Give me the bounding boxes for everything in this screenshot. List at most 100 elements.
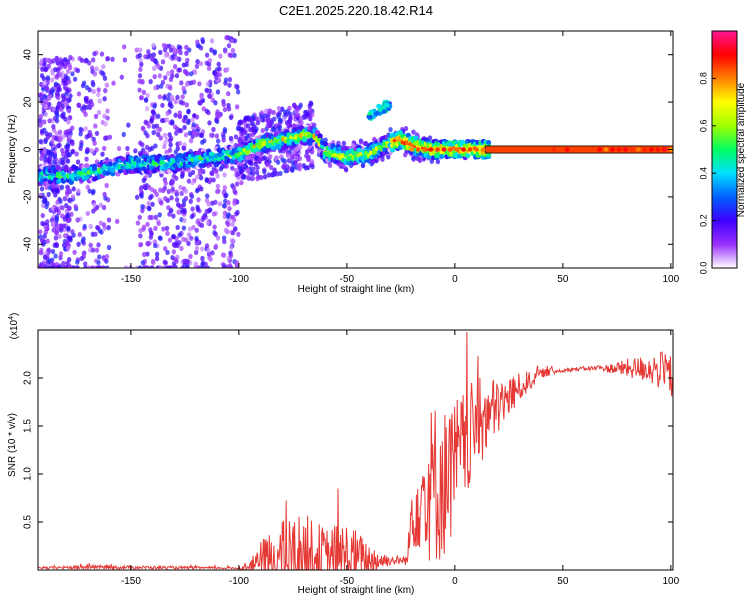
heatmap-cell [237, 125, 242, 131]
heatmap-cell [275, 171, 280, 177]
heatmap-cell [57, 129, 63, 135]
heatmap-cell [145, 92, 150, 99]
heatmap-cell [60, 205, 65, 211]
heatmap-cell [150, 201, 155, 207]
heatmap-cell [53, 81, 59, 87]
heatmap-cell [417, 156, 422, 162]
heatmap-cell [50, 70, 55, 76]
heatmap-cell [69, 211, 74, 217]
heatmap-cell [38, 122, 43, 128]
heatmap-cell [224, 163, 229, 169]
heatmap-cell [49, 77, 55, 83]
heatmap-cell [93, 231, 98, 237]
heatmap-cell [60, 151, 66, 157]
heatmap-cell [102, 75, 108, 81]
heatmap-cell [180, 94, 185, 100]
heatmap-cell [134, 47, 139, 53]
heatmap-cell [173, 264, 178, 268]
heatmap-cell [409, 147, 415, 152]
heatmap-cell [189, 213, 195, 220]
heatmap-cell [245, 174, 251, 180]
colorbar-tick-label: 0.0 [698, 262, 708, 275]
heatmap-cell [84, 84, 90, 91]
heatmap-cell [104, 82, 110, 88]
spectrogram-y-label: Frequency (Hz) [7, 115, 18, 184]
heatmap-cell [138, 242, 144, 248]
heatmap-cell [204, 87, 209, 93]
heatmap-cell [99, 229, 104, 235]
heatmap-cell [54, 216, 60, 223]
heatmap-cell [138, 95, 144, 101]
heatmap-cell [216, 156, 222, 162]
heatmap-cell [236, 121, 242, 128]
heatmap-cell [191, 224, 196, 231]
heatmap-cell [45, 57, 50, 63]
heatmap-cell [156, 113, 161, 119]
heatmap-cell [249, 116, 254, 123]
heatmap-cell [156, 64, 161, 70]
heatmap-cell [205, 220, 211, 226]
heatmap-cell [173, 99, 178, 105]
heatmap-cell [159, 83, 164, 89]
heatmap-cell [65, 146, 70, 152]
heatmap-cell [465, 153, 471, 159]
heatmap-cell [167, 147, 173, 153]
heatmap-cell [208, 207, 213, 213]
heatmap-cell [206, 247, 211, 253]
heatmap-cell [163, 75, 168, 81]
heatmap-cell [221, 262, 227, 268]
heatmap-cell [138, 187, 144, 193]
heatmap-cell [67, 97, 72, 103]
heatmap-cell [188, 198, 193, 204]
heatmap-cell [204, 208, 210, 214]
heatmap-cell [178, 184, 183, 191]
heatmap-cell [172, 47, 177, 53]
colorbar: 0.0 0.2 0.4 0.6 0.8 Normalized spectral ampl… [698, 30, 747, 275]
heatmap-cell [259, 174, 264, 181]
heatmap-cell [143, 54, 148, 60]
heatmap-cell [186, 240, 191, 247]
heatmap-cell [54, 207, 59, 213]
heatmap-cell [485, 140, 492, 145]
heatmap-cell [173, 149, 179, 155]
snr-y-axis: 0.5 1.0 1.5 2.0 [23, 371, 673, 529]
heatmap-cell [106, 244, 112, 251]
heatmap-cell [181, 145, 187, 151]
heatmap-cell [210, 171, 215, 177]
heatmap-cell [182, 217, 187, 224]
heatmap-cell [76, 91, 82, 97]
heatmap-cell [151, 123, 156, 130]
heatmap-cell [44, 131, 49, 137]
heatmap-cell [296, 163, 302, 170]
heatmap-cell [179, 245, 184, 252]
heatmap-cell [206, 110, 211, 116]
heatmap-cell [65, 245, 71, 251]
heatmap-cell [104, 258, 109, 264]
heatmap-cell [233, 167, 239, 174]
heatmap-cell [250, 153, 256, 159]
heatmap-cell [211, 177, 216, 183]
heatmap-cell [403, 125, 409, 132]
heatmap-cell [232, 217, 237, 223]
svg-text:(x104): (x104) [8, 313, 20, 340]
heatmap-cell [225, 66, 230, 73]
heatmap-cell [267, 122, 273, 128]
heatmap-cell [149, 214, 154, 221]
heatmap-cell [210, 250, 215, 256]
heatmap-cell [70, 149, 75, 155]
heatmap-cell [55, 265, 61, 268]
heatmap-cell [44, 184, 49, 191]
heatmap-cell [137, 87, 142, 93]
heatmap-cell [45, 219, 50, 225]
heatmap-cell [63, 116, 68, 122]
snr-frame [37, 329, 674, 571]
heatmap-cell [388, 126, 393, 133]
heatmap-cell [46, 247, 52, 253]
heatmap-cell [195, 39, 200, 45]
heatmap-cell [146, 200, 151, 207]
heatmap-cell [177, 110, 182, 116]
heatmap-cell [170, 179, 176, 185]
heatmap-cell [435, 147, 440, 152]
heatmap-cell [376, 103, 382, 109]
heatmap-cell [287, 111, 292, 117]
